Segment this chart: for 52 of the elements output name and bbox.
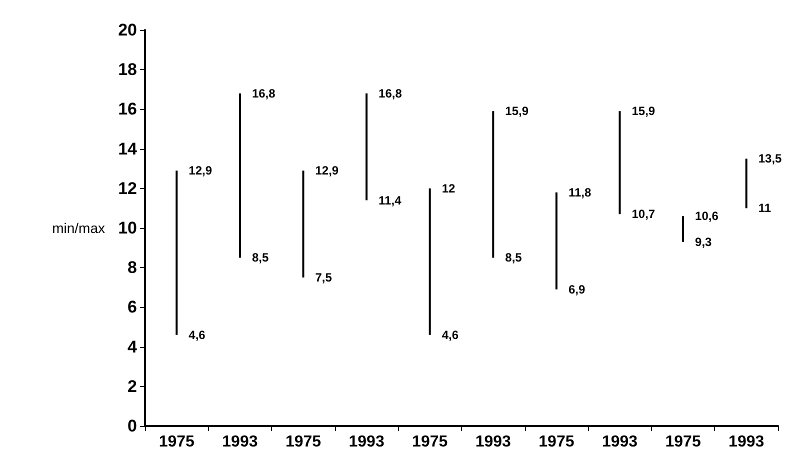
x-tick-label: 1993 [728, 434, 764, 450]
bar [302, 170, 304, 278]
y-axis-title: min/max [52, 220, 105, 236]
annotation: 11 [758, 201, 772, 216]
bar [238, 93, 241, 258]
x-tick-label: 1975 [158, 434, 195, 450]
y-tick-label: 10 [118, 218, 137, 238]
annotation: 4,6 [188, 328, 206, 342]
annotation: 8,5 [252, 250, 269, 265]
x-tick-label: 1993 [348, 434, 384, 450]
annotation: 13,5 [758, 152, 782, 166]
annotation: 10,6 [695, 209, 719, 224]
annotation: 11,4 [378, 193, 402, 208]
bar [682, 216, 684, 242]
x-tick-label: 1975 [538, 434, 574, 450]
x-tick-label: 1975 [285, 434, 322, 450]
annotation: 15,9 [632, 104, 656, 118]
y-tick-label: 8 [128, 258, 137, 278]
annotation: 10,7 [632, 207, 656, 222]
x-tick-label: 1993 [222, 434, 258, 450]
x-tick-label: 1975 [665, 434, 701, 450]
bar [555, 192, 558, 290]
annotation: 15,9 [505, 104, 529, 118]
y-tick-label: 18 [118, 60, 137, 80]
bar [176, 170, 178, 335]
y-tick-label: 2 [128, 376, 137, 396]
annotation: 6,9 [568, 282, 586, 296]
x-tick-label: 1993 [475, 434, 512, 450]
annotation: 8,5 [505, 250, 522, 265]
x-tick-label: 1993 [602, 434, 638, 450]
bar [428, 188, 431, 335]
annotation: 11,8 [568, 185, 592, 200]
annotation: 12 [442, 181, 456, 196]
annotation: 16,8 [252, 86, 276, 100]
y-tick-label: 20 [118, 20, 137, 40]
bar [366, 93, 368, 200]
annotation: 12,9 [188, 164, 212, 178]
annotation: 16,8 [378, 86, 402, 100]
y-tick-label: 0 [128, 416, 137, 436]
annotation: 12,9 [315, 164, 339, 178]
y-tick-label: 16 [118, 100, 137, 119]
bar [745, 158, 748, 208]
y-tick-label: 6 [128, 298, 137, 317]
y-tick-label: 12 [118, 178, 137, 198]
annotation: 9,3 [695, 234, 712, 249]
bar [618, 111, 621, 214]
y-tick-label: 4 [128, 337, 138, 356]
annotation: 7,5 [315, 270, 332, 284]
bar [492, 111, 494, 258]
y-tick-label: 14 [118, 139, 138, 158]
x-tick-label: 1975 [412, 434, 448, 450]
annotation: 4,6 [442, 328, 459, 342]
